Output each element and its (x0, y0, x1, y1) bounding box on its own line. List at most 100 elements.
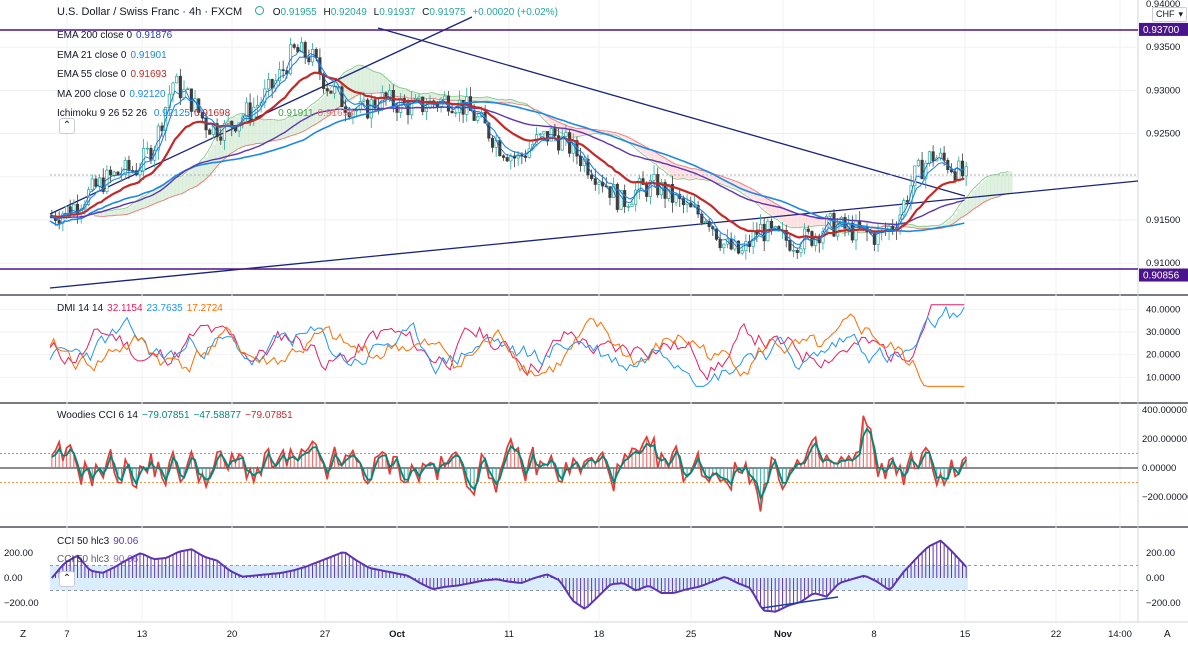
auto-scale-button[interactable]: A (1164, 629, 1171, 640)
currency-label[interactable]: CHF ▾ (1152, 7, 1188, 22)
ichimoku-cloud-slice (626, 136, 631, 141)
candle-body (590, 174, 594, 180)
ichimoku-cloud-slice (622, 135, 628, 140)
ichimoku-cloud-slice (997, 174, 1002, 198)
price-axis-label: 0.91500 (1146, 215, 1180, 226)
ichimoku-cloud-slice (270, 119, 275, 142)
price-tag-label-timer: 01:25:44 (1143, 186, 1182, 197)
cci50-band (50, 565, 968, 591)
ichimoku-cloud-slice (395, 85, 400, 97)
tenkan-line (49, 49, 965, 249)
ichimoku-cloud-slice (369, 69, 374, 94)
candle-body (476, 116, 480, 121)
time-axis-label: 15 (960, 629, 971, 640)
candle-body (277, 69, 282, 82)
candle-body (828, 212, 832, 217)
ichimoku-cloud-slice (196, 165, 202, 186)
ohlc-close: C0.91975 (422, 7, 466, 18)
ichimoku-cloud-slice (299, 113, 304, 133)
candle-body (428, 100, 432, 109)
ichimoku-cloud-slice (281, 119, 286, 140)
candle-body (281, 69, 285, 72)
candle-body (792, 249, 796, 252)
ichimoku-cloud-slice (986, 176, 991, 201)
ichimoku-cloud-slice (703, 170, 708, 180)
ichimoku-cloud-slice (879, 227, 885, 228)
candle-body (347, 112, 351, 118)
ichimoku-cloud-slice (211, 144, 216, 173)
cci-axis-label: 400.00000 (1142, 405, 1187, 416)
ohlc-open: O0.91955 (272, 7, 317, 18)
ichimoku-cloud-slice (964, 199, 969, 216)
symbol-title: U.S. Dollar / Swiss Franc · 4h · FXCM (57, 6, 243, 18)
ichimoku-cloud-slice (483, 97, 488, 102)
candle-body (542, 131, 546, 135)
ichimoku-cloud-slice (149, 192, 154, 206)
ichimoku-cloud-slice (130, 205, 136, 214)
candle-body (505, 157, 509, 162)
ichimoku-cloud-slice (968, 195, 973, 214)
ichimoku-cloud-slice (472, 97, 477, 102)
ichimoku-cloud-slice (431, 92, 437, 99)
candle-body (579, 155, 583, 167)
ichimoku-cloud-slice (453, 96, 459, 101)
candle-body (109, 169, 113, 176)
candle-body (681, 198, 685, 206)
ichimoku-cloud-slice (802, 214, 808, 227)
ichimoku-cloud-slice (351, 69, 356, 99)
candle-body (226, 120, 230, 124)
candle-body (472, 110, 476, 121)
ichimoku-cloud-slice (193, 167, 198, 188)
candle-body (916, 159, 920, 167)
ichimoku-cloud-slice (365, 67, 371, 94)
candle-body (208, 129, 212, 135)
ichimoku-cloud-slice (799, 214, 804, 228)
legend-ema200: EMA 200 close 0 0.91876 (57, 30, 173, 41)
ichimoku-cloud-slice (666, 159, 672, 174)
ichimoku-cloud-slice (615, 132, 620, 135)
collapse-cci-legend-button[interactable]: ⌃ (59, 571, 75, 587)
ichimoku-cloud-slice (354, 66, 360, 97)
candle-body (527, 148, 531, 158)
price-tag-sup (1139, 268, 1188, 282)
collapse-legend-button[interactable]: ⌃ (59, 118, 75, 134)
ichimoku-cloud-slice (450, 96, 455, 101)
ichimoku-cloud-slice (101, 211, 106, 217)
candle-body (670, 183, 674, 203)
ichimoku-cloud-slice (644, 146, 650, 157)
ichimoku-cloud-slice (119, 209, 125, 216)
candle-body (685, 202, 689, 206)
time-axis-label: 27 (320, 629, 331, 640)
cci-slow-line (51, 426, 967, 501)
candle-body (138, 170, 142, 176)
ichimoku-cloud-slice (630, 138, 635, 144)
time-axis-label: 25 (686, 629, 697, 640)
ichimoku-cloud-slice (174, 177, 180, 196)
ichimoku-cloud-slice (542, 113, 547, 118)
price-tag-label-res: 0.93700 (1143, 25, 1180, 36)
price-axis-label: 0.93000 (1146, 85, 1180, 96)
zoom-button[interactable]: Z (20, 629, 27, 640)
cci-axis-label: 200.00000 (1142, 434, 1187, 445)
candle-body (94, 178, 98, 187)
candle-body (186, 88, 190, 91)
candle-body (57, 220, 61, 224)
ichimoku-cloud-slice (604, 130, 609, 135)
candle-body (274, 80, 278, 89)
ichimoku-cloud-slice (1001, 172, 1006, 196)
candle-body (608, 186, 612, 198)
candle-body (178, 75, 182, 99)
ichimoku-cloud-slice (336, 80, 341, 109)
ichimoku-cloud-slice (248, 114, 253, 146)
ichimoku-cloud-slice (692, 168, 697, 180)
candle-body (523, 155, 528, 158)
ichimoku-cloud-slice (307, 108, 312, 130)
ichimoku-cloud-slice (277, 120, 282, 141)
time-axis-label: 8 (871, 629, 876, 640)
candle-body (924, 162, 928, 180)
legend-ema21: EMA 21 close 0 0.91901 (57, 49, 167, 61)
candle-body (597, 181, 601, 185)
ichimoku-cloud-slice (255, 116, 260, 144)
candle-body (553, 128, 557, 137)
ichimoku-cloud-slice (549, 117, 554, 125)
